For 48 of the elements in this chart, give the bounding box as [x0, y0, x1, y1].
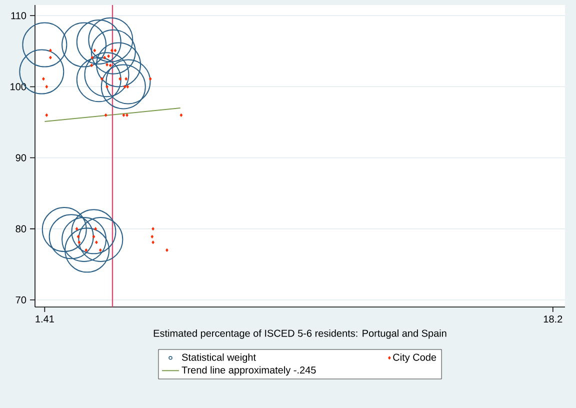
point [104, 113, 108, 117]
x-tick-label: 1.41 [36, 316, 54, 322]
point [92, 234, 96, 238]
point [75, 227, 78, 231]
point [150, 234, 154, 238]
y-tick-label: 110 [11, 12, 26, 20]
point [126, 84, 130, 89]
point [106, 84, 108, 89]
point [42, 77, 45, 81]
point [76, 234, 80, 238]
y-tick-label: 80 [16, 225, 26, 232]
point [98, 248, 102, 252]
point [106, 62, 108, 66]
point [49, 56, 52, 60]
point [95, 240, 98, 244]
point [107, 54, 110, 58]
point [110, 48, 114, 52]
point [94, 227, 97, 231]
y-tick-label: 70 [16, 296, 26, 304]
point [84, 248, 88, 252]
point [122, 113, 126, 117]
point [90, 64, 94, 68]
point [126, 113, 128, 117]
point [124, 84, 126, 89]
point [49, 48, 52, 52]
point [114, 48, 117, 52]
point [103, 56, 106, 60]
point [45, 84, 48, 89]
y-tick-label: 100 [10, 83, 26, 90]
point [45, 113, 48, 117]
point [166, 248, 168, 252]
point [152, 240, 154, 244]
point [152, 227, 154, 231]
legend-label: Statistical weight [182, 353, 256, 363]
point [100, 77, 104, 81]
point [93, 48, 96, 52]
point [108, 64, 112, 68]
x-axis-title: Estimated percentage of ISCED 5-6 residents: Portugal and Spain [154, 329, 446, 339]
y-tick-label: 90 [16, 154, 26, 162]
legend-label: Trend line approximately -.245 [182, 366, 316, 376]
point [78, 240, 81, 244]
point [148, 77, 152, 81]
point [180, 113, 183, 117]
point [118, 77, 122, 81]
point [90, 56, 94, 60]
x-tick-label: 18.2 [544, 316, 562, 323]
legend-label: City Code [393, 353, 436, 363]
point [124, 77, 128, 81]
